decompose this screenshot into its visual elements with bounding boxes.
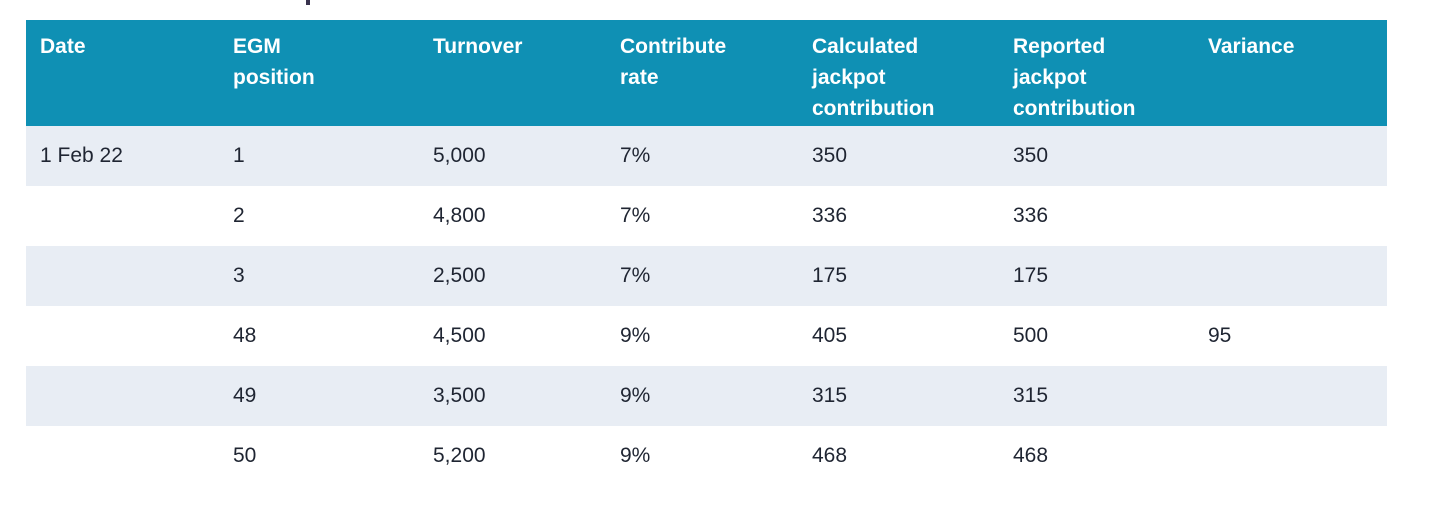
cell-date: 1 Feb 22 xyxy=(26,126,219,186)
cell-variance xyxy=(1194,126,1387,186)
cell-date xyxy=(26,426,219,486)
cell-contribute-rate: 7% xyxy=(606,246,798,306)
cell-variance xyxy=(1194,246,1387,306)
cell-reported-jackpot-contribution: 175 xyxy=(999,246,1194,306)
cell-reported-jackpot-contribution: 315 xyxy=(999,366,1194,426)
cell-contribute-rate: 9% xyxy=(606,366,798,426)
column-header-turnover: Turnover xyxy=(419,20,606,126)
cell-egm-position: 49 xyxy=(219,366,419,426)
cell-reported-jackpot-contribution: 350 xyxy=(999,126,1194,186)
cell-contribute-rate: 9% xyxy=(606,426,798,486)
table-row: 50 5,200 9% 468 468 xyxy=(26,426,1387,486)
table-row: 48 4,500 9% 405 500 95 xyxy=(26,306,1387,366)
table-row: 2 4,800 7% 336 336 xyxy=(26,186,1387,246)
cell-contribute-rate: 7% xyxy=(606,126,798,186)
cell-egm-position: 50 xyxy=(219,426,419,486)
cell-turnover: 5,200 xyxy=(419,426,606,486)
cell-reported-jackpot-contribution: 468 xyxy=(999,426,1194,486)
table-row: 3 2,500 7% 175 175 xyxy=(26,246,1387,306)
cell-turnover: 2,500 xyxy=(419,246,606,306)
cell-calculated-jackpot-contribution: 350 xyxy=(798,126,999,186)
column-header-reported-jackpot-contribution: Reported jackpot contribution xyxy=(999,20,1194,126)
cell-date xyxy=(26,186,219,246)
cell-reported-jackpot-contribution: 500 xyxy=(999,306,1194,366)
cell-calculated-jackpot-contribution: 175 xyxy=(798,246,999,306)
cell-calculated-jackpot-contribution: 315 xyxy=(798,366,999,426)
cell-turnover: 3,500 xyxy=(419,366,606,426)
jackpot-contribution-table-wrap: Date EGM position Turnover Contribute ra… xyxy=(26,20,1387,486)
cell-calculated-jackpot-contribution: 336 xyxy=(798,186,999,246)
column-header-variance: Variance xyxy=(1194,20,1387,126)
cell-calculated-jackpot-contribution: 405 xyxy=(798,306,999,366)
cell-variance xyxy=(1194,186,1387,246)
cell-calculated-jackpot-contribution: 468 xyxy=(798,426,999,486)
cell-turnover: 4,500 xyxy=(419,306,606,366)
column-header-date: Date xyxy=(26,20,219,126)
cell-turnover: 5,000 xyxy=(419,126,606,186)
jackpot-contribution-table: Date EGM position Turnover Contribute ra… xyxy=(26,20,1387,486)
cell-variance xyxy=(1194,366,1387,426)
cell-reported-jackpot-contribution: 336 xyxy=(999,186,1194,246)
cell-egm-position: 48 xyxy=(219,306,419,366)
cell-date xyxy=(26,366,219,426)
cell-date xyxy=(26,246,219,306)
cell-egm-position: 2 xyxy=(219,186,419,246)
cell-contribute-rate: 9% xyxy=(606,306,798,366)
column-header-egm-position: EGM position xyxy=(219,20,419,126)
header-row: Date EGM position Turnover Contribute ra… xyxy=(26,20,1387,126)
cell-egm-position: 1 xyxy=(219,126,419,186)
cell-contribute-rate: 7% xyxy=(606,186,798,246)
cell-variance: 95 xyxy=(1194,306,1387,366)
cell-turnover: 4,800 xyxy=(419,186,606,246)
column-header-calculated-jackpot-contribution: Calculated jackpot contribution xyxy=(798,20,999,126)
column-header-contribute-rate: Contribute rate xyxy=(606,20,798,126)
table-row: 49 3,500 9% 315 315 xyxy=(26,366,1387,426)
cell-egm-position: 3 xyxy=(219,246,419,306)
cropped-text-artifact xyxy=(306,0,310,5)
cell-variance xyxy=(1194,426,1387,486)
table-row: 1 Feb 22 1 5,000 7% 350 350 xyxy=(26,126,1387,186)
cell-date xyxy=(26,306,219,366)
